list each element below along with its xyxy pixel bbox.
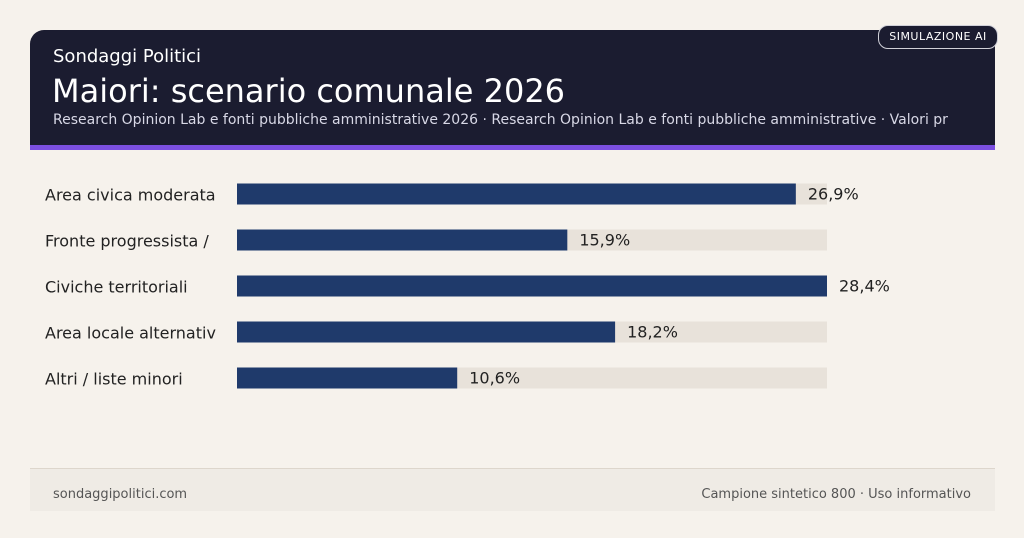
bar [237, 275, 827, 297]
chart: Area civica moderata 26,9% Fronte progress… [45, 183, 890, 389]
category-label: Area locale alternativ [45, 324, 216, 343]
category-label: Civiche territoriali [45, 278, 188, 297]
footer-right: Campione sintetico 800 · Uso informativo [701, 487, 971, 502]
category-label: Altri / liste minori [45, 370, 183, 389]
value-label: 10,6% [469, 369, 520, 388]
header: Sondaggi Politici Maiori: scenario comun… [30, 30, 995, 150]
subtitle: Research Opinion Lab e fonti pubbliche a… [53, 112, 948, 128]
bar [237, 367, 458, 389]
bar [237, 183, 796, 205]
category-label: Fronte progressista / [45, 232, 209, 251]
value-label: 18,2% [627, 323, 678, 342]
value-label: 26,9% [808, 185, 859, 204]
bar [237, 321, 616, 343]
value-label: 28,4% [839, 277, 890, 296]
badge: SIMULAZIONE AI [878, 25, 998, 49]
bar [237, 229, 568, 251]
category-label: Area civica moderata [45, 186, 216, 205]
kicker: Sondaggi Politici [53, 46, 202, 67]
footer: sondaggipolitici.com Campione sintetico … [30, 468, 995, 511]
value-label: 15,9% [579, 231, 630, 250]
chart-title: Maiori: scenario comunale 2026 [52, 72, 566, 110]
footer-left: sondaggipolitici.com [53, 487, 188, 502]
